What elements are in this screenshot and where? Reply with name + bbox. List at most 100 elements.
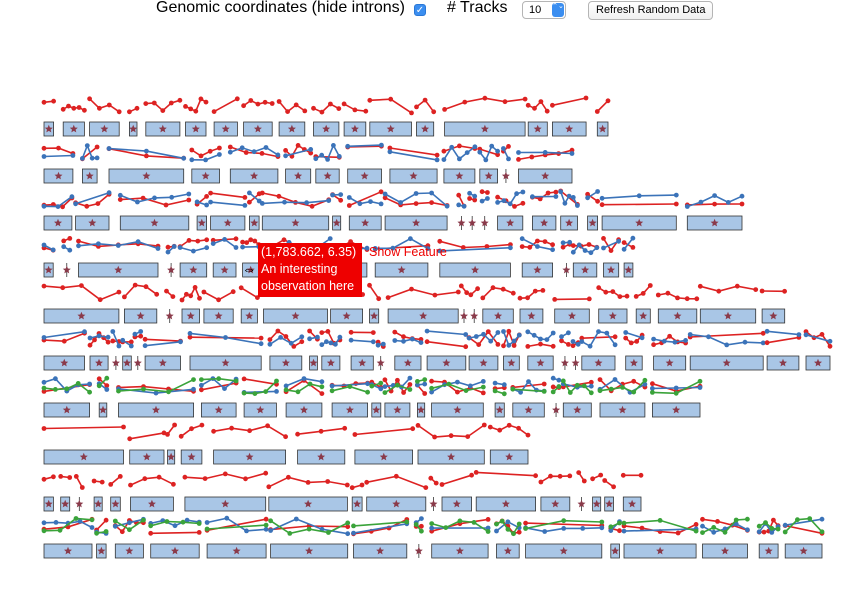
series-blue-point: [223, 335, 228, 340]
series-red-point: [319, 109, 325, 115]
refresh-random-data-button[interactable]: Refresh Random Data: [588, 1, 714, 20]
star-marker: [571, 358, 580, 367]
series-red-point: [602, 478, 608, 483]
series-blue-point: [135, 239, 141, 245]
series-blue-line: [270, 518, 348, 535]
star-marker: [639, 311, 648, 320]
series-blue-line: [353, 523, 407, 534]
series-red-point: [506, 328, 512, 334]
series-red-point: [242, 195, 248, 200]
stepper-arrows-icon: ⌃⌄: [552, 3, 564, 17]
star-marker: [322, 124, 331, 133]
series-blue-point: [274, 389, 279, 394]
series-red-line: [130, 476, 174, 486]
series-red-point: [455, 389, 460, 395]
series-blue-line: [427, 330, 466, 336]
series-blue-point: [338, 192, 344, 198]
series-red-point: [611, 484, 616, 490]
star-marker: [457, 218, 466, 227]
series-red-point: [517, 295, 523, 301]
series-blue-point: [575, 203, 580, 208]
series-red-point: [105, 339, 111, 345]
series-red-point: [286, 474, 291, 480]
series-green-point: [103, 529, 109, 534]
series-blue-point: [542, 529, 548, 534]
star-marker: [673, 311, 682, 320]
series-blue-point: [483, 157, 489, 163]
series-red-point: [116, 289, 122, 295]
series-green-line: [353, 521, 407, 527]
hide-introns-checkbox[interactable]: ✓: [414, 4, 426, 16]
series-blue-point: [142, 343, 148, 349]
star-marker: [397, 265, 406, 274]
series-green-point: [756, 523, 762, 529]
series-red-point: [428, 475, 434, 481]
series-blue-point: [189, 157, 195, 163]
series-blue-point: [507, 201, 513, 207]
series-blue-point: [128, 343, 134, 349]
series-blue-point: [550, 375, 556, 381]
series-green-point: [180, 519, 186, 525]
series-red-point: [165, 432, 170, 437]
series-red-line: [426, 340, 466, 348]
series-blue-point: [550, 330, 556, 336]
tracks-select[interactable]: 10 ⌃⌄: [522, 1, 566, 19]
series-red-point: [199, 387, 204, 393]
star-marker: [779, 358, 787, 367]
series-red-line: [439, 240, 511, 249]
series-green-point: [41, 385, 47, 391]
star-marker: [201, 171, 210, 180]
star-marker: [358, 358, 367, 367]
star-marker: [69, 124, 78, 133]
star-marker: [253, 124, 262, 133]
star-marker: [326, 358, 335, 367]
series-blue-point: [144, 148, 149, 154]
series-blue-point: [608, 528, 614, 533]
series-red-point: [60, 106, 66, 112]
series-blue-line: [347, 144, 382, 148]
series-blue-point: [706, 334, 711, 340]
series-blue-point: [288, 340, 294, 346]
series-blue-point: [392, 338, 398, 343]
series-red-point: [441, 148, 447, 154]
series-blue-point: [155, 246, 161, 251]
series-blue-point: [485, 525, 491, 531]
series-red-point: [51, 474, 56, 480]
resize-cursor-icon: ⇔: [242, 261, 256, 277]
star-marker: [353, 499, 362, 508]
series-red-point: [532, 288, 538, 294]
show-feature-link[interactable]: Show Feature: [369, 245, 447, 259]
star-marker: [214, 311, 223, 320]
star-marker: [665, 358, 674, 367]
series-red-point: [41, 145, 47, 151]
series-red-point: [495, 152, 500, 158]
series-blue-point: [135, 199, 140, 205]
series-red-point: [376, 296, 382, 302]
series-red-point: [760, 330, 766, 336]
star-marker: [386, 124, 395, 133]
series-red-point: [154, 291, 160, 297]
series-blue-point: [566, 193, 572, 199]
series-blue-point: [424, 328, 430, 334]
series-red-point: [66, 103, 71, 109]
series-blue-point: [89, 155, 95, 161]
series-blue-point: [495, 330, 501, 335]
series-blue-point: [506, 156, 511, 162]
series-blue-point: [41, 242, 47, 248]
series-blue-point: [588, 250, 594, 256]
series-red-point: [548, 473, 553, 479]
series-red-point: [348, 239, 353, 245]
series-red-point: [227, 144, 233, 150]
star-marker: [167, 452, 176, 461]
series-red-point: [243, 150, 249, 155]
star-marker: [111, 499, 120, 508]
series-green-point: [819, 529, 825, 535]
series-red-line: [75, 193, 110, 208]
series-blue-point: [263, 526, 269, 532]
series-blue-point: [559, 334, 564, 340]
series-red-point: [293, 102, 299, 108]
series-green-point: [501, 391, 507, 397]
series-blue-point: [796, 332, 802, 337]
series-red-point: [429, 378, 434, 384]
